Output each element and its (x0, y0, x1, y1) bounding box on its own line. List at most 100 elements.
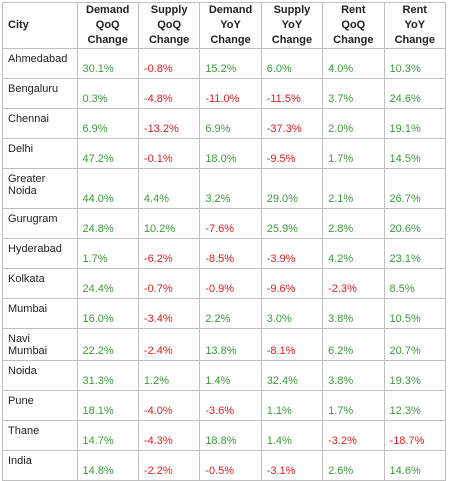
value-cell: 20.6% (383, 208, 447, 239)
table-row: India 14.8% -2.2% -0.5% -3.1% 2.6% 14.6% (2, 450, 447, 481)
value-cell: 19.3% (383, 360, 447, 391)
value-cell: -6.2% (137, 238, 201, 269)
header-rent-yoy: Rent YoY Change (383, 2, 447, 49)
header-demand-yoy: Demand YoY Change (199, 2, 262, 49)
value-cell: -8.1% (260, 328, 324, 361)
value-cell: 2.0% (322, 108, 385, 139)
value-cell: 29.0% (260, 168, 324, 209)
table-row: Chennai 6.9% -13.2% 6.9% -37.3% 2.0% 19.1% (2, 108, 447, 139)
value-cell: 10.3% (383, 48, 447, 79)
value-cell: 6.9% (76, 108, 139, 139)
city-cell: Bengaluru (2, 78, 78, 109)
table-row: Gurugram 24.8% 10.2% -7.6% 25.9% 2.8% 20.6% (2, 208, 447, 239)
header-city: City (2, 2, 78, 49)
value-cell: -13.2% (137, 108, 201, 139)
value-cell: 47.2% (76, 138, 139, 169)
table-row: Greater Noida 44.0% 4.4% 3.2% 29.0% 2.1% 26.7% (2, 168, 447, 209)
table-row: Thane 14.7% -4.3% 18.8% 1.4% -3.2% -18.7% (2, 420, 447, 451)
table-body: Ahmedabad 30.1% -0.8% 15.2% 6.0% 4.0% 10.3% Ben… (2, 48, 447, 481)
value-cell: 22.2% (76, 328, 139, 361)
table-header: City Demand QoQ Change Supply QoQ Change… (2, 2, 447, 49)
value-cell: -0.9% (199, 268, 262, 299)
value-cell: 1.2% (137, 360, 201, 391)
value-cell: -2.2% (137, 450, 201, 481)
value-cell: 10.2% (137, 208, 201, 239)
value-cell: 18.8% (199, 420, 262, 451)
value-cell: 6.2% (322, 328, 385, 361)
value-cell: 32.4% (260, 360, 324, 391)
value-cell: -9.5% (260, 138, 324, 169)
value-cell: -37.3% (260, 108, 324, 139)
value-cell: 44.0% (76, 168, 139, 209)
city-cell: Thane (2, 420, 78, 451)
value-cell: 1.7% (76, 238, 139, 269)
value-cell: 4.2% (322, 238, 385, 269)
table-row: Bengaluru 0.3% -4.8% -11.0% -11.5% 3.7% 24.6% (2, 78, 447, 109)
value-cell: 8.5% (383, 268, 447, 299)
value-cell: -0.8% (137, 48, 201, 79)
value-cell: -4.8% (137, 78, 201, 109)
city-cell: Kolkata (2, 268, 78, 299)
value-cell: 1.4% (199, 360, 262, 391)
value-cell: 3.8% (322, 360, 385, 391)
value-cell: -11.5% (260, 78, 324, 109)
value-cell: 14.7% (76, 420, 139, 451)
value-cell: 1.7% (322, 138, 385, 169)
value-cell: -3.4% (137, 298, 201, 329)
value-cell: 2.8% (322, 208, 385, 239)
header-rent-qoq: Rent QoQ Change (322, 2, 385, 49)
table-row: Delhi 47.2% -0.1% 18.0% -9.5% 1.7% 14.5% (2, 138, 447, 169)
value-cell: 24.8% (76, 208, 139, 239)
value-cell: 15.2% (199, 48, 262, 79)
value-cell: 24.4% (76, 268, 139, 299)
table-row: Hyderabad 1.7% -6.2% -8.5% -3.9% 4.2% 23.1% (2, 238, 447, 269)
value-cell: 2.2% (199, 298, 262, 329)
value-cell: 20.7% (383, 328, 447, 361)
value-cell: -0.5% (199, 450, 262, 481)
city-cell: Pune (2, 390, 78, 421)
city-cell: Gurugram (2, 208, 78, 239)
value-cell: 2.6% (322, 450, 385, 481)
city-cell: Ahmedabad (2, 48, 78, 79)
table-row: Navi Mumbai 22.2% -2.4% 13.8% -8.1% 6.2% 20.7% (2, 328, 447, 361)
city-cell: Noida (2, 360, 78, 391)
value-cell: 1.4% (260, 420, 324, 451)
value-cell: 10.5% (383, 298, 447, 329)
value-cell: 3.0% (260, 298, 324, 329)
header-row: City Demand QoQ Change Supply QoQ Change… (2, 2, 447, 49)
header-supply-yoy: Supply YoY Change (260, 2, 324, 49)
value-cell: -8.5% (199, 238, 262, 269)
value-cell: -3.6% (199, 390, 262, 421)
value-cell: -2.4% (137, 328, 201, 361)
value-cell: 14.8% (76, 450, 139, 481)
value-cell: 26.7% (383, 168, 447, 209)
value-cell: -7.6% (199, 208, 262, 239)
value-cell: -11.0% (199, 78, 262, 109)
city-cell: Greater Noida (2, 168, 78, 209)
city-cell: Hyderabad (2, 238, 78, 269)
value-cell: 3.7% (322, 78, 385, 109)
value-cell: 3.2% (199, 168, 262, 209)
value-cell: 19.1% (383, 108, 447, 139)
value-cell: 31.3% (76, 360, 139, 391)
value-cell: 4.0% (322, 48, 385, 79)
city-cell: Chennai (2, 108, 78, 139)
value-cell: 4.4% (137, 168, 201, 209)
value-cell: 14.5% (383, 138, 447, 169)
value-cell: 14.6% (383, 450, 447, 481)
value-cell: -0.1% (137, 138, 201, 169)
table-row: Pune 18.1% -4.0% -3.6% 1.1% 1.7% 12.3% (2, 390, 447, 421)
value-cell: -0.7% (137, 268, 201, 299)
value-cell: 18.1% (76, 390, 139, 421)
value-cell: -4.3% (137, 420, 201, 451)
value-cell: 3.8% (322, 298, 385, 329)
city-cell: Navi Mumbai (2, 328, 78, 361)
value-cell: 6.9% (199, 108, 262, 139)
value-cell: 18.0% (199, 138, 262, 169)
header-supply-qoq: Supply QoQ Change (137, 2, 201, 49)
city-cell: Mumbai (2, 298, 78, 329)
value-cell: 13.8% (199, 328, 262, 361)
value-cell: 24.6% (383, 78, 447, 109)
